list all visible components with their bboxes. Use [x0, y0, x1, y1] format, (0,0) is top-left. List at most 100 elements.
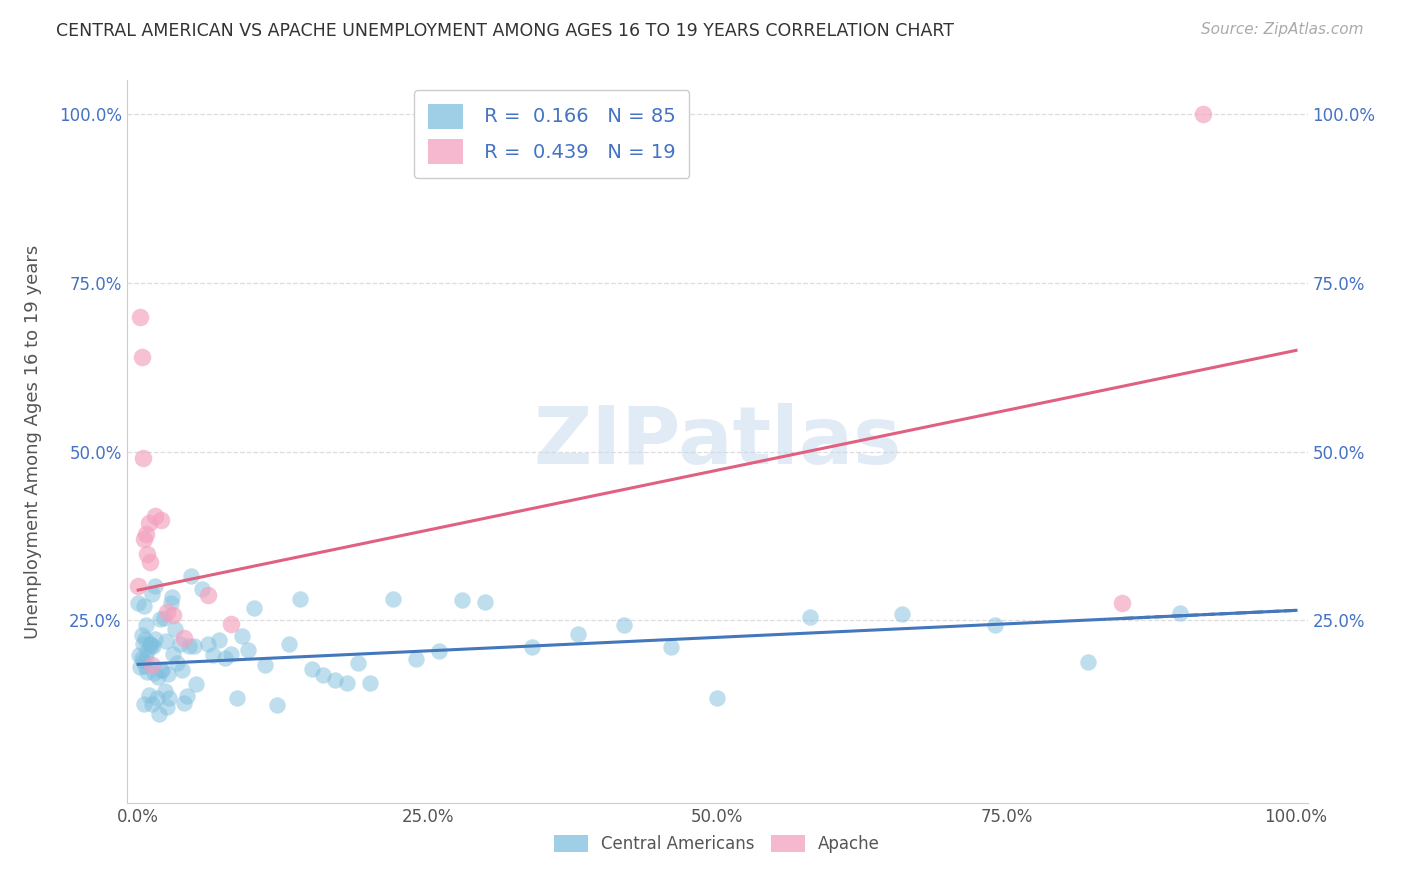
Point [129, 310, 152, 324]
Point [138, 637, 160, 651]
Point [132, 451, 155, 466]
Point [157, 690, 180, 705]
Point [152, 663, 174, 677]
Point [136, 644, 159, 658]
Point [231, 629, 253, 643]
Point [139, 639, 162, 653]
Point [208, 632, 231, 647]
Point [132, 599, 155, 614]
Point [135, 527, 157, 541]
Point [173, 696, 195, 710]
Text: ZIPatlas: ZIPatlas [533, 402, 901, 481]
Point [202, 648, 225, 662]
Y-axis label: Unemployment Among Ages 16 to 19 years: Unemployment Among Ages 16 to 19 years [24, 244, 42, 639]
Point [156, 699, 179, 714]
Point [183, 639, 205, 653]
Point [132, 533, 155, 547]
Point [1168, 606, 1191, 620]
Point [706, 691, 728, 706]
Point [427, 644, 450, 658]
Legend: Central Americans, Apache: Central Americans, Apache [548, 828, 886, 860]
Point [138, 555, 160, 569]
Point [1077, 655, 1099, 669]
Point [145, 579, 167, 593]
Point [128, 648, 150, 662]
Point [157, 667, 180, 681]
Point [984, 617, 1007, 632]
Point [131, 350, 153, 364]
Point [135, 652, 157, 666]
Point [301, 662, 323, 676]
Point [266, 698, 288, 713]
Point [131, 628, 153, 642]
Point [243, 600, 266, 615]
Point [169, 637, 191, 651]
Point [132, 654, 155, 668]
Point [136, 547, 159, 561]
Point [145, 691, 167, 706]
Point [138, 688, 160, 702]
Point [134, 659, 156, 673]
Point [150, 513, 173, 527]
Point [312, 667, 335, 681]
Point [173, 631, 195, 645]
Point [520, 640, 543, 655]
Point [159, 596, 181, 610]
Point [138, 637, 160, 651]
Point [129, 659, 152, 673]
Point [335, 675, 357, 690]
Point [162, 607, 184, 622]
Point [613, 618, 636, 632]
Point [134, 632, 156, 647]
Point [149, 612, 172, 626]
Point [160, 591, 183, 605]
Point [172, 664, 194, 678]
Point [405, 652, 427, 666]
Point [191, 582, 214, 597]
Point [141, 658, 163, 673]
Point [236, 643, 259, 657]
Point [197, 588, 219, 602]
Point [474, 595, 496, 609]
Point [1111, 596, 1133, 610]
Point [162, 647, 184, 661]
Point [156, 605, 179, 619]
Point [197, 637, 219, 651]
Point [143, 665, 166, 680]
Point [131, 651, 153, 665]
Point [166, 656, 188, 670]
Point [142, 639, 165, 653]
Point [155, 634, 177, 648]
Point [132, 697, 155, 711]
Point [145, 632, 167, 646]
Point [145, 509, 167, 524]
Point [141, 697, 163, 711]
Point [567, 627, 589, 641]
Point [148, 706, 170, 721]
Point [323, 673, 346, 688]
Point [146, 670, 169, 684]
Point [891, 607, 914, 621]
Point [451, 593, 474, 607]
Point [381, 591, 404, 606]
Point [347, 657, 370, 671]
Point [135, 618, 157, 632]
Point [152, 611, 174, 625]
Point [138, 516, 160, 531]
Point [225, 690, 247, 705]
Point [153, 684, 176, 698]
Point [141, 587, 163, 601]
Point [136, 665, 159, 680]
Point [659, 640, 682, 654]
Point [1192, 107, 1215, 121]
Point [184, 676, 207, 690]
Point [219, 616, 242, 631]
Point [219, 647, 242, 661]
Point [176, 689, 198, 703]
Point [150, 663, 173, 677]
Point [165, 622, 187, 636]
Point [127, 579, 149, 593]
Point [132, 637, 155, 651]
Point [799, 610, 821, 624]
Point [177, 639, 200, 653]
